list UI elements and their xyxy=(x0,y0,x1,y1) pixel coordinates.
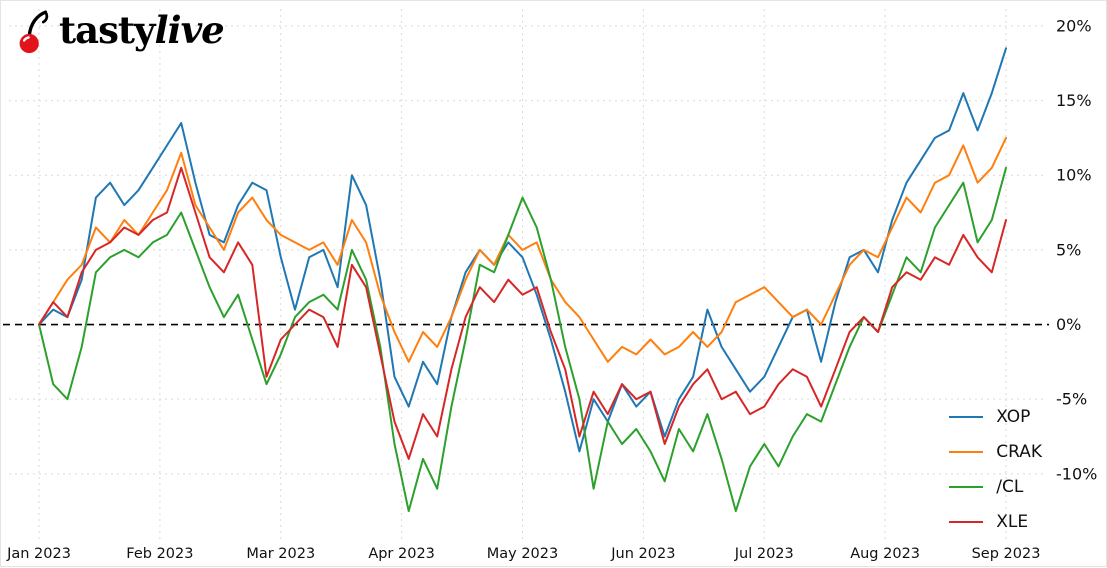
series-line-xop xyxy=(38,47,1007,453)
series-line-xle xyxy=(38,166,1007,460)
legend-swatch-xle xyxy=(949,521,984,523)
x-tick-label: Jul 2023 xyxy=(734,546,794,562)
brand-tasty: tasty xyxy=(59,8,155,52)
x-tick-label: Aug 2023 xyxy=(850,546,920,562)
x-tick-label: Sep 2023 xyxy=(972,546,1041,562)
legend-item-xle: XLE xyxy=(949,512,1042,532)
x-tick-label: Mar 2023 xyxy=(246,546,315,562)
legend-swatch-cl xyxy=(949,486,984,488)
x-tick-label: Feb 2023 xyxy=(126,546,193,562)
brand-live: live xyxy=(154,8,225,52)
series-line-crak xyxy=(38,136,1007,363)
legend-label-xop: XOP xyxy=(996,407,1031,427)
legend-item-cl: /CL xyxy=(949,477,1042,497)
legend-item-xop: XOP xyxy=(949,407,1042,427)
series-line-cl xyxy=(38,166,1007,513)
x-tick-label: Jun 2023 xyxy=(610,546,675,562)
y-tick-label: 15% xyxy=(1056,91,1092,110)
legend-swatch-crak xyxy=(949,451,984,453)
chart-legend: XOP CRAK /CL XLE xyxy=(949,407,1042,532)
legend-label-cl: /CL xyxy=(996,477,1024,497)
legend-label-crak: CRAK xyxy=(996,442,1042,462)
x-tick-label: May 2023 xyxy=(487,546,559,562)
legend-item-crak: CRAK xyxy=(949,442,1042,462)
tastylive-logo: tastylive xyxy=(15,7,225,55)
legend-swatch-xop xyxy=(949,416,984,418)
x-tick-label: Apr 2023 xyxy=(368,546,435,562)
brand-name: tastylive xyxy=(59,7,225,53)
y-tick-label: -5% xyxy=(1056,390,1087,409)
y-tick-label: 10% xyxy=(1056,166,1092,185)
legend-label-xle: XLE xyxy=(996,512,1029,532)
x-tick-label: Jan 2023 xyxy=(6,546,71,562)
y-tick-label: -10% xyxy=(1056,464,1097,483)
y-tick-label: 20% xyxy=(1056,16,1092,35)
y-tick-label: 5% xyxy=(1056,240,1081,259)
cherry-logo-icon xyxy=(19,10,49,54)
y-tick-label: 0% xyxy=(1056,315,1081,334)
